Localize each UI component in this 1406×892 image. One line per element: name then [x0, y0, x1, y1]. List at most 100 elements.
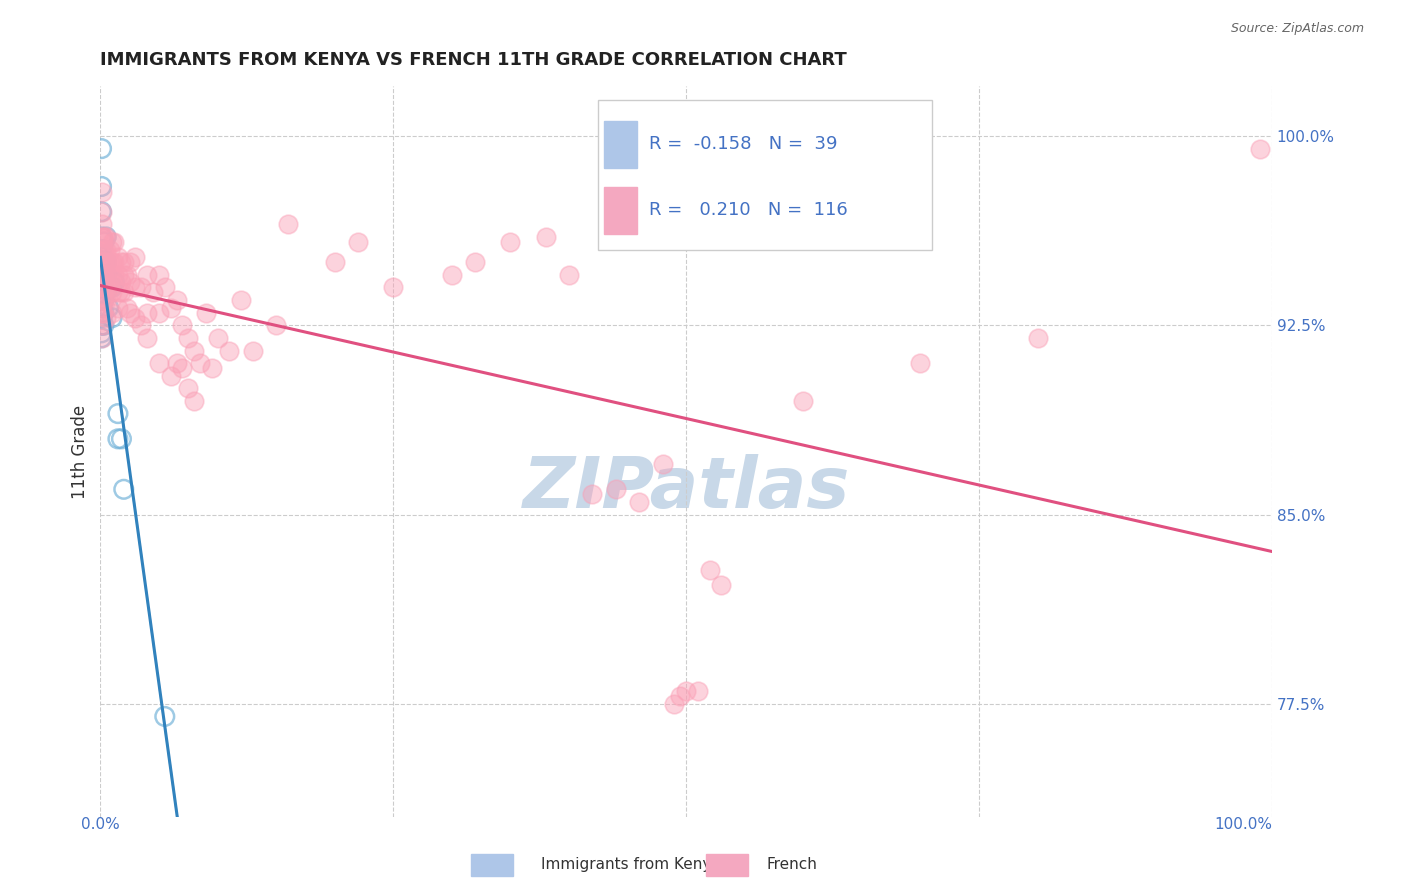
Point [96, 243, 118, 257]
Point [710, 578, 733, 592]
Point [93, 255, 115, 269]
Point [91, 280, 114, 294]
Point [558, 268, 581, 282]
Point [101, 235, 124, 249]
Point [97, 280, 120, 294]
Point [686, 684, 709, 698]
Text: 100.0%: 100.0% [1213, 817, 1272, 832]
Point [96, 230, 118, 244]
Point [699, 563, 721, 577]
Point [93, 293, 115, 307]
Point [103, 268, 125, 282]
FancyBboxPatch shape [605, 120, 637, 169]
Text: R =  -0.158   N =  39: R = -0.158 N = 39 [648, 135, 837, 153]
Point [93, 268, 115, 282]
Point [148, 356, 170, 370]
Point [112, 255, 135, 269]
Point [131, 280, 153, 294]
Point [101, 280, 124, 294]
Point [142, 285, 165, 300]
Point [93, 255, 115, 269]
Point [90, 331, 112, 345]
Text: Immigrants from Kenya: Immigrants from Kenya [541, 857, 721, 872]
Point [97, 301, 120, 315]
Text: IMMIGRANTS FROM KENYA VS FRENCH 11TH GRADE CORRELATION CHART: IMMIGRANTS FROM KENYA VS FRENCH 11TH GRA… [100, 51, 846, 69]
Point [90, 326, 112, 340]
Point [112, 268, 135, 282]
Point [96, 310, 118, 325]
Point [90, 293, 112, 307]
Point [93, 293, 115, 307]
Point [675, 684, 697, 698]
Point [534, 230, 557, 244]
Point [440, 268, 463, 282]
Point [98, 268, 121, 282]
Point [910, 356, 932, 370]
Y-axis label: 11th Grade: 11th Grade [72, 404, 89, 499]
Point [90, 185, 112, 199]
Point [90, 285, 112, 300]
Point [93, 230, 115, 244]
Point [347, 235, 370, 249]
Point [90, 268, 112, 282]
Point [90, 255, 112, 269]
Point [183, 394, 205, 409]
Point [90, 331, 112, 345]
Point [464, 255, 486, 269]
Point [90, 318, 112, 333]
Point [90, 276, 112, 290]
Point [90, 204, 112, 219]
FancyBboxPatch shape [599, 100, 932, 250]
Point [93, 268, 115, 282]
Point [90, 310, 112, 325]
Point [110, 255, 132, 269]
Point [101, 268, 124, 282]
Point [124, 280, 146, 294]
Point [90, 230, 112, 244]
Point [628, 495, 651, 509]
Point [118, 255, 141, 269]
Point [207, 331, 229, 345]
Point [242, 343, 264, 358]
Point [107, 250, 129, 264]
Text: Source: ZipAtlas.com: Source: ZipAtlas.com [1230, 22, 1364, 36]
Point [90, 243, 112, 257]
Point [101, 285, 124, 300]
Text: R =   0.210   N =  116: R = 0.210 N = 116 [648, 201, 848, 219]
Point [90, 243, 112, 257]
Point [101, 306, 124, 320]
Point [90, 318, 112, 333]
Point [93, 318, 115, 333]
Point [148, 306, 170, 320]
Text: French: French [766, 857, 817, 872]
Point [90, 230, 112, 244]
Point [153, 709, 176, 723]
Point [107, 301, 129, 315]
Point [1249, 142, 1271, 156]
Point [90, 179, 112, 194]
Point [90, 142, 112, 156]
Point [90, 280, 112, 294]
Point [96, 280, 118, 294]
Point [98, 280, 121, 294]
Point [669, 690, 692, 704]
Point [103, 255, 125, 269]
Point [107, 432, 129, 446]
Point [112, 483, 135, 497]
Text: 0.0%: 0.0% [82, 817, 120, 832]
Point [117, 301, 139, 315]
Point [177, 331, 200, 345]
Point [136, 268, 159, 282]
Point [153, 280, 176, 294]
Point [93, 280, 115, 294]
Point [98, 243, 121, 257]
Point [159, 368, 181, 383]
Point [172, 318, 194, 333]
Point [264, 318, 287, 333]
Point [218, 343, 240, 358]
Point [90, 260, 112, 275]
Point [91, 255, 114, 269]
Point [96, 255, 118, 269]
Point [96, 268, 118, 282]
Point [90, 217, 112, 231]
